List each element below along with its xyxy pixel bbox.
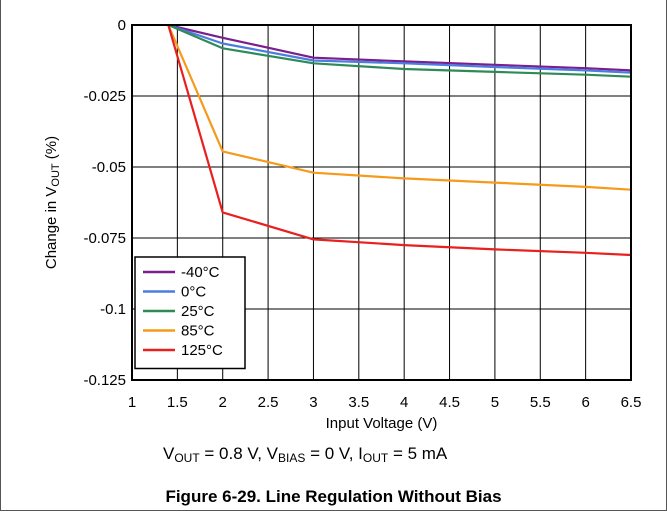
series-line bbox=[167, 24, 632, 191]
plot-area-border bbox=[131, 24, 632, 381]
y-tick-label: 0 bbox=[118, 17, 126, 34]
x-tick-label: 3.5 bbox=[348, 394, 369, 411]
x-tick-label: 5.5 bbox=[530, 394, 551, 411]
x-tick-labels: 1 1.5 2 2.5 3 3.5 4 4.5 5 5.5 6 6.5 bbox=[128, 394, 642, 411]
y-tick-label: -0.05 bbox=[92, 159, 126, 176]
series-lines bbox=[167, 23, 632, 257]
legend: -40°C 0°C 25°C 85°C 125°C bbox=[134, 256, 246, 370]
legend-label: -40°C bbox=[181, 264, 220, 281]
legend-label: 85°C bbox=[181, 323, 215, 340]
y-tick-label: -0.1 bbox=[100, 301, 126, 318]
x-tick-label: 6.5 bbox=[621, 394, 642, 411]
x-tick-label: 6 bbox=[581, 394, 589, 411]
x-tick-label: 4.5 bbox=[439, 394, 460, 411]
x-tick-label: 3 bbox=[309, 394, 317, 411]
x-tick-label: 5 bbox=[491, 394, 499, 411]
test-conditions: VOUT = 0.8 V, VBIAS = 0 V, IOUT = 5 mA bbox=[163, 444, 448, 465]
x-tick-label: 1 bbox=[128, 394, 136, 411]
x-tick-label: 4 bbox=[400, 394, 408, 411]
legend-label: 25°C bbox=[181, 303, 215, 320]
series-line bbox=[167, 24, 632, 257]
y-tick-label: -0.075 bbox=[83, 230, 126, 247]
x-tick-label: 2 bbox=[219, 394, 227, 411]
series-line bbox=[167, 23, 632, 78]
figure-caption: Figure 6-29. Line Regulation Without Bia… bbox=[165, 487, 502, 506]
y-tick-label: -0.125 bbox=[83, 372, 126, 389]
x-tick-label: 2.5 bbox=[258, 394, 279, 411]
series-line bbox=[168, 23, 632, 72]
y-tick-labels: 0 -0.025 -0.05 -0.075 -0.1 -0.125 bbox=[83, 17, 126, 389]
series-line bbox=[167, 23, 632, 74]
legend-label: 0°C bbox=[181, 284, 206, 301]
line-chart: 0 -0.025 -0.05 -0.075 -0.1 -0.125 1 1.5 2 2.5 3 3.… bbox=[43, 17, 642, 432]
x-tick-label: 1.5 bbox=[167, 394, 188, 411]
legend-label: 125°C bbox=[181, 342, 223, 359]
y-axis-label: Change in VOUT (%) bbox=[43, 136, 62, 269]
y-tick-label: -0.025 bbox=[83, 88, 126, 105]
x-axis-label: Input Voltage (V) bbox=[326, 415, 438, 432]
